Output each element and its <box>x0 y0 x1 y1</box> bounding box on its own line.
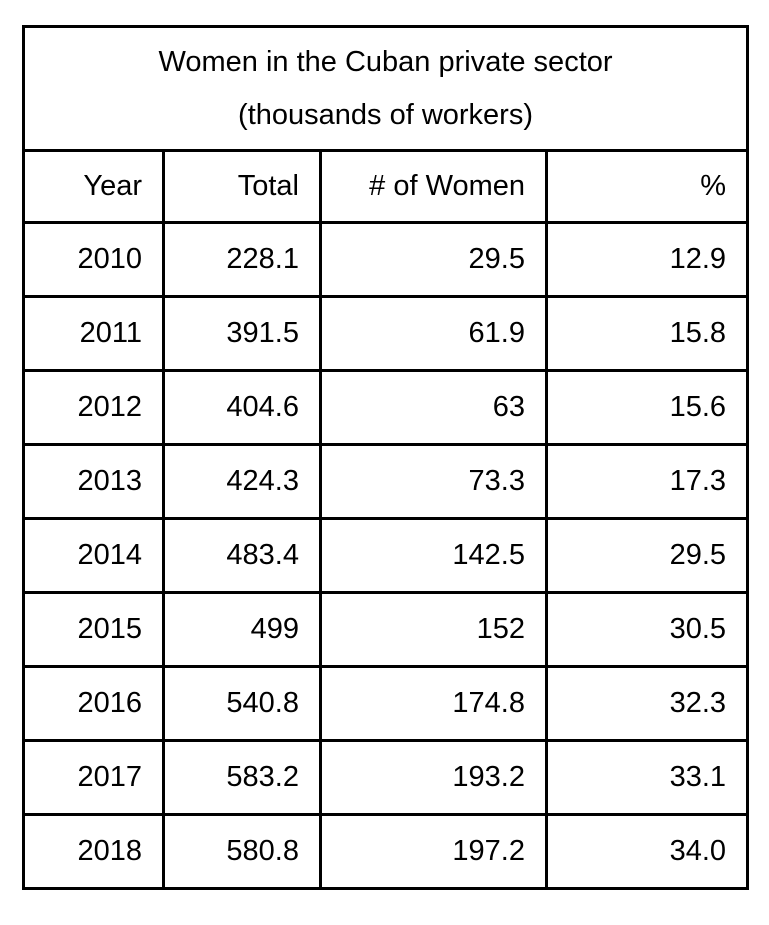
cell-percent: 15.8 <box>544 295 750 372</box>
table-row-2013: 2013 424.3 73.3 17.3 <box>22 443 750 520</box>
cell-year: 2010 <box>22 221 165 298</box>
cell-total: 583.2 <box>162 739 322 816</box>
cell-total: 228.1 <box>162 221 322 298</box>
column-header-percent: % <box>544 149 750 224</box>
cell-percent: 29.5 <box>544 517 750 594</box>
column-header-year: Year <box>22 149 165 224</box>
column-header-total: Total <box>162 149 322 224</box>
table-row-2012: 2012 404.6 63 15.6 <box>22 369 750 446</box>
table-row-2017: 2017 583.2 193.2 33.1 <box>22 739 750 816</box>
cell-total: 580.8 <box>162 813 322 890</box>
cell-women: 63 <box>319 369 548 446</box>
table-row-2010: 2010 228.1 29.5 12.9 <box>22 221 750 298</box>
cell-total: 391.5 <box>162 295 322 372</box>
cell-year: 2011 <box>22 295 165 372</box>
cell-women: 73.3 <box>319 443 548 520</box>
cell-percent: 17.3 <box>544 443 750 520</box>
women-cuban-private-sector-table: Women in the Cuban private sector (thous… <box>21 25 750 890</box>
cell-year: 2015 <box>22 591 165 668</box>
header-row: Year Total # of Women % <box>22 149 750 224</box>
cell-total: 540.8 <box>162 665 322 742</box>
table-title: Women in the Cuban private sector <box>158 45 613 78</box>
cell-percent: 33.1 <box>544 739 750 816</box>
title-row: Women in the Cuban private sector (thous… <box>21 25 750 152</box>
table-row-2016: 2016 540.8 174.8 32.3 <box>22 665 750 742</box>
cell-women: 152 <box>319 591 548 668</box>
cell-women: 193.2 <box>319 739 548 816</box>
cell-total: 404.6 <box>162 369 322 446</box>
cell-year: 2018 <box>22 813 165 890</box>
cell-year: 2012 <box>22 369 165 446</box>
cell-women: 197.2 <box>319 813 548 890</box>
cell-percent: 30.5 <box>544 591 750 668</box>
cell-total: 424.3 <box>162 443 322 520</box>
cell-percent: 15.6 <box>544 369 750 446</box>
column-header-women: # of Women <box>319 149 548 224</box>
cell-year: 2014 <box>22 517 165 594</box>
table-row-2015: 2015 499 152 30.5 <box>22 591 750 668</box>
table-row-2011: 2011 391.5 61.9 15.8 <box>22 295 750 372</box>
cell-percent: 32.3 <box>544 665 750 742</box>
table-title-cell: Women in the Cuban private sector (thous… <box>21 25 750 152</box>
cell-year: 2016 <box>22 665 165 742</box>
cell-year: 2017 <box>22 739 165 816</box>
table-subtitle: (thousands of workers) <box>238 98 533 131</box>
cell-year: 2013 <box>22 443 165 520</box>
cell-total: 499 <box>162 591 322 668</box>
table-row-2018: 2018 580.8 197.2 34.0 <box>22 813 750 890</box>
cell-women: 142.5 <box>319 517 548 594</box>
cell-women: 61.9 <box>319 295 548 372</box>
cell-women: 174.8 <box>319 665 548 742</box>
cell-percent: 12.9 <box>544 221 750 298</box>
cell-percent: 34.0 <box>544 813 750 890</box>
cell-women: 29.5 <box>319 221 548 298</box>
cell-total: 483.4 <box>162 517 322 594</box>
table-row-2014: 2014 483.4 142.5 29.5 <box>22 517 750 594</box>
